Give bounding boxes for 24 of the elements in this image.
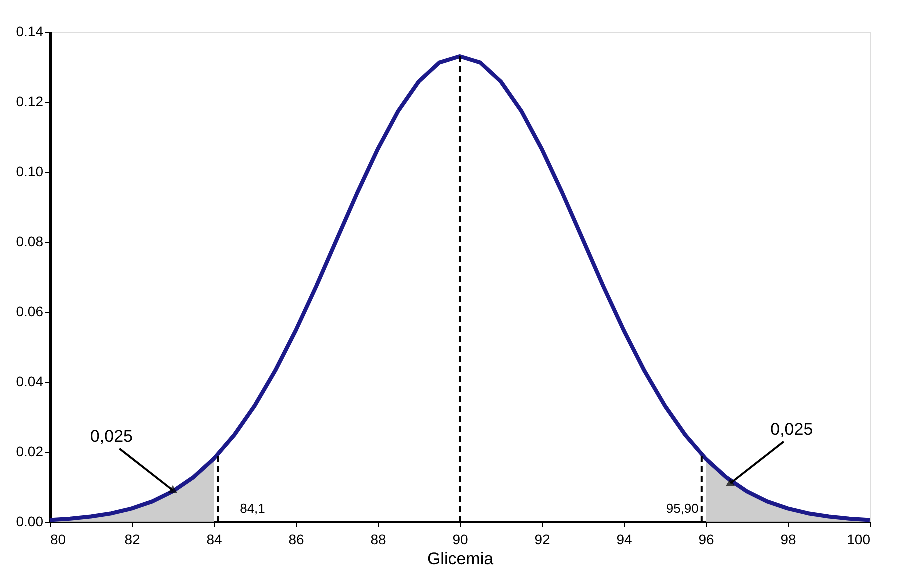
x-tick-label: 96	[698, 532, 714, 548]
x-tick-label: 84	[206, 532, 222, 548]
ref-line-label: 95,90	[666, 501, 699, 516]
annotation: 0,025	[770, 420, 814, 439]
y-tick-label: 0.00	[16, 514, 44, 530]
y-tick-label: 0.04	[16, 374, 44, 390]
y-tick-label: 0.06	[16, 304, 44, 320]
x-tick-label: 80	[50, 532, 66, 548]
ref-line-label: 84,1	[240, 501, 266, 516]
y-tick-label: 0.14	[16, 24, 44, 40]
x-tick-label: 100	[847, 532, 871, 548]
x-axis-title: Glicemia	[427, 550, 494, 568]
x-tick-label: 92	[534, 532, 550, 548]
x-tick-label: 86	[288, 532, 304, 548]
y-tick-label: 0.10	[16, 164, 44, 180]
x-tick-label: 88	[370, 532, 386, 548]
x-tick-label: 94	[616, 532, 632, 548]
annotation: 0,025	[90, 426, 133, 446]
x-tick-label: 98	[780, 532, 796, 548]
y-tick-label: 0.12	[16, 94, 44, 110]
x-tick-label: 90	[452, 532, 468, 548]
x-tick-label: 82	[124, 532, 140, 548]
y-tick-label: 0.02	[16, 444, 44, 460]
y-tick-label: 0.08	[16, 234, 44, 250]
